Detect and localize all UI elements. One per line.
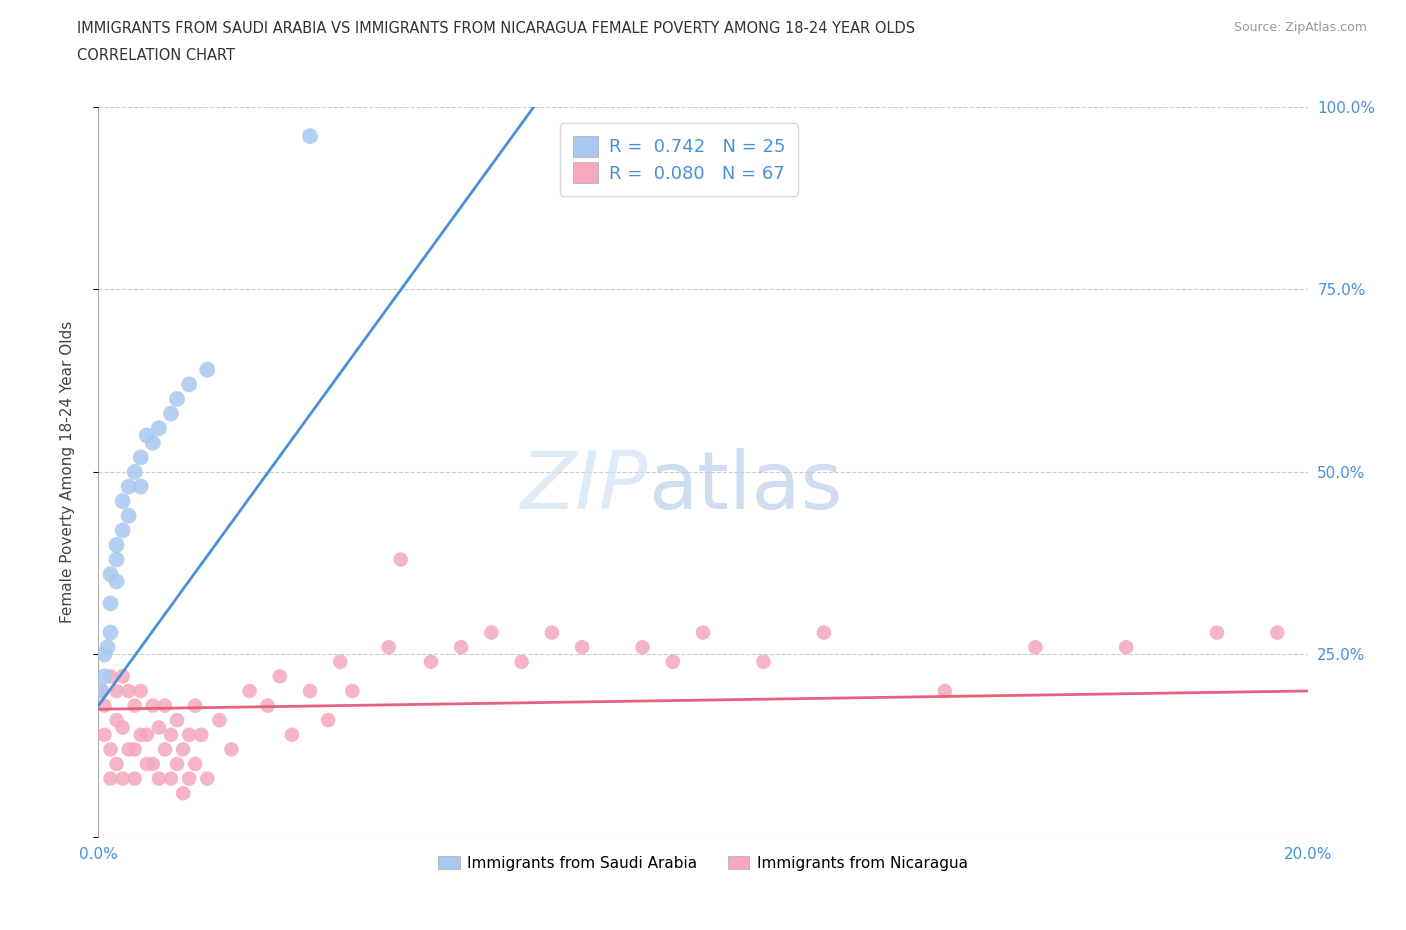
Point <box>135 757 157 772</box>
Point <box>160 771 183 786</box>
Point <box>100 625 122 640</box>
Point <box>631 640 654 655</box>
Point <box>135 727 157 742</box>
Point <box>160 727 183 742</box>
Point <box>93 669 115 684</box>
Point <box>129 727 152 742</box>
Point <box>93 727 115 742</box>
Point <box>179 727 201 742</box>
Text: ZIP: ZIP <box>522 447 648 525</box>
Point <box>160 406 183 421</box>
Point <box>813 625 835 640</box>
Point <box>100 596 122 611</box>
Point <box>105 552 128 567</box>
Point <box>172 742 194 757</box>
Point <box>124 771 146 786</box>
Point <box>93 698 115 713</box>
Point <box>195 771 218 786</box>
Point <box>105 712 128 727</box>
Point <box>208 712 231 727</box>
Point <box>166 392 188 406</box>
Point <box>184 757 207 772</box>
Point <box>510 655 533 670</box>
Point <box>111 523 134 538</box>
Point <box>342 684 364 698</box>
Point <box>111 494 134 509</box>
Point <box>540 625 562 640</box>
Text: atlas: atlas <box>648 447 844 525</box>
Point <box>1115 640 1137 655</box>
Point <box>118 509 141 524</box>
Point <box>93 647 115 662</box>
Point <box>299 684 322 698</box>
Point <box>129 450 152 465</box>
Point <box>129 684 152 698</box>
Text: Source: ZipAtlas.com: Source: ZipAtlas.com <box>1233 21 1367 34</box>
Point <box>129 479 152 494</box>
Point <box>190 727 212 742</box>
Point <box>100 771 122 786</box>
Point <box>153 698 176 713</box>
Point <box>142 757 165 772</box>
Text: IMMIGRANTS FROM SAUDI ARABIA VS IMMIGRANTS FROM NICARAGUA FEMALE POVERTY AMONG 1: IMMIGRANTS FROM SAUDI ARABIA VS IMMIGRAN… <box>77 21 915 36</box>
Point <box>179 771 201 786</box>
Point <box>1206 625 1229 640</box>
Point <box>299 128 322 143</box>
Point <box>179 377 201 392</box>
Point <box>239 684 262 698</box>
Point <box>148 420 170 435</box>
Point <box>221 742 243 757</box>
Point <box>184 698 207 713</box>
Point <box>281 727 304 742</box>
Point <box>142 435 165 450</box>
Point <box>111 669 134 684</box>
Point <box>105 574 128 589</box>
Point <box>118 479 141 494</box>
Point <box>100 566 122 581</box>
Point <box>172 786 194 801</box>
Point <box>934 684 956 698</box>
Y-axis label: Female Poverty Among 18-24 Year Olds: Female Poverty Among 18-24 Year Olds <box>60 321 75 623</box>
Point <box>142 698 165 713</box>
Point <box>118 742 141 757</box>
Point <box>1267 625 1289 640</box>
Point <box>1024 640 1046 655</box>
Point <box>420 655 443 670</box>
Point <box>90 684 112 698</box>
Point <box>100 669 122 684</box>
Point <box>118 684 141 698</box>
Point <box>111 771 134 786</box>
Point <box>166 712 188 727</box>
Point <box>153 742 176 757</box>
Point <box>105 757 128 772</box>
Point <box>389 552 412 567</box>
Point <box>148 720 170 735</box>
Point <box>256 698 278 713</box>
Text: CORRELATION CHART: CORRELATION CHART <box>77 48 235 63</box>
Point <box>96 640 118 655</box>
Point <box>100 742 122 757</box>
Point <box>148 771 170 786</box>
Point <box>450 640 472 655</box>
Point <box>661 655 683 670</box>
Point <box>105 538 128 552</box>
Point <box>90 684 112 698</box>
Point <box>111 720 134 735</box>
Point <box>269 669 291 684</box>
Point <box>105 684 128 698</box>
Point <box>481 625 503 640</box>
Point <box>752 655 775 670</box>
Point <box>135 428 157 443</box>
Point <box>571 640 593 655</box>
Point <box>124 698 146 713</box>
Point <box>124 742 146 757</box>
Point <box>195 363 218 378</box>
Point <box>329 655 352 670</box>
Point <box>166 757 188 772</box>
Point <box>377 640 399 655</box>
Point <box>316 712 339 727</box>
Legend: Immigrants from Saudi Arabia, Immigrants from Nicaragua: Immigrants from Saudi Arabia, Immigrants… <box>432 849 974 877</box>
Point <box>124 465 146 480</box>
Point <box>692 625 714 640</box>
